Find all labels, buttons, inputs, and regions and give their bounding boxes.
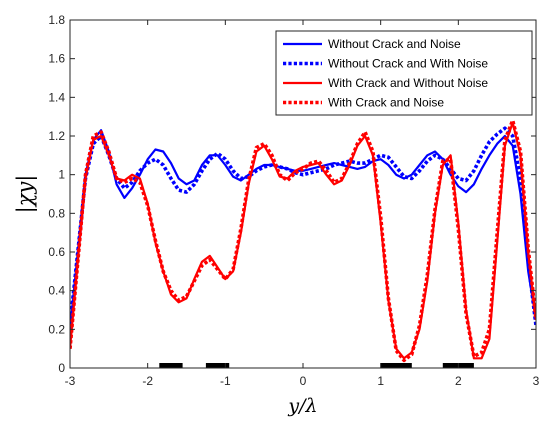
y-tick-label: 0.8 — [48, 206, 65, 220]
x-tick-label: -2 — [142, 374, 153, 388]
x-tick-label: 1 — [377, 374, 384, 388]
legend: Without Crack and Noise Without Crack and… — [275, 30, 533, 116]
y-tick-label: 0.4 — [48, 284, 65, 298]
x-tick-label: 0 — [300, 374, 307, 388]
legend-label-3: With Crack and Without Noise — [328, 76, 488, 90]
legend-label-1: Without Crack and Noise — [328, 37, 461, 51]
y-tick-label: 0.6 — [48, 245, 65, 259]
crack-marker-3 — [380, 363, 412, 368]
y-tick-label: 1.2 — [48, 129, 65, 143]
x-tick-label: -3 — [65, 374, 76, 388]
legend-label-2: Without Crack and With Noise — [328, 57, 488, 71]
legend-label-4: With Crack and Noise — [328, 96, 444, 110]
crack-marker-2 — [205, 363, 230, 368]
axis-ticks: -3 -2 -1 0 1 2 3 0 0.2 0.4 0.6 0.8 1 1.2 1.4 1.6 1.8 — [48, 13, 539, 388]
y-tick-label: 1.4 — [48, 90, 65, 104]
y-tick-label: 0 — [58, 361, 65, 375]
x-tick-label: 3 — [533, 374, 540, 388]
y-axis-label: |χy| — [13, 175, 38, 214]
y-tick-label: 0.2 — [48, 322, 65, 336]
y-tick-label: 1.6 — [48, 52, 65, 66]
x-tick-label: -1 — [220, 374, 231, 388]
series-line-4 — [70, 118, 536, 363]
y-tick-label: 1 — [58, 168, 65, 182]
series-line-2 — [70, 126, 536, 326]
crack-marker-1 — [159, 363, 183, 368]
x-axis-label: y/λ — [287, 395, 317, 417]
y-tick-label: 1.8 — [48, 13, 65, 27]
x-tick-label: 2 — [455, 374, 462, 388]
series-lines — [70, 118, 536, 363]
